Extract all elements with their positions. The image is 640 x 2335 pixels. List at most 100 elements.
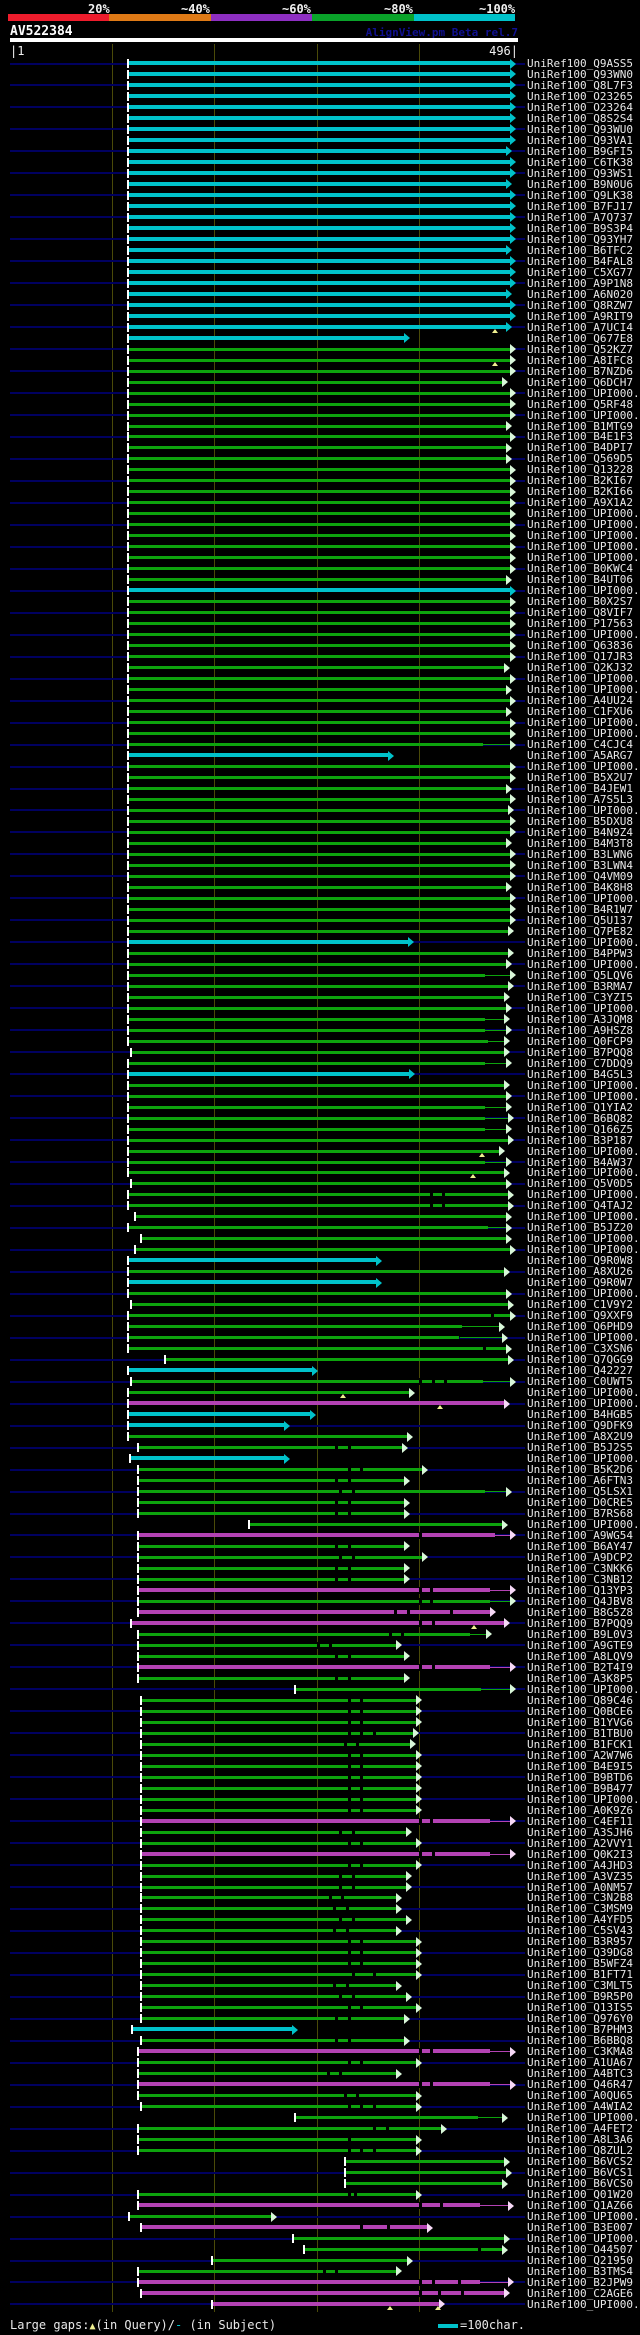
alignment-row[interactable]: UniRef100_A4UU24 bbox=[0, 695, 640, 706]
subject-label[interactable]: UniRef100_Q21950 bbox=[527, 2254, 633, 2267]
alignment-row[interactable]: UniRef100_Q9R0W8 bbox=[0, 1255, 640, 1266]
alignment-row[interactable]: UniRef100_C4CJC4 bbox=[0, 739, 640, 750]
subject-label[interactable]: UniRef100_C6TK38 bbox=[527, 155, 633, 169]
alignment-row[interactable]: UniRef100_Q9R0W7 bbox=[0, 1277, 640, 1288]
subject-label[interactable]: UniRef100_Q9LK38 bbox=[527, 188, 633, 202]
alignment-row[interactable]: UniRef100_A9WG54 bbox=[0, 1530, 640, 1541]
alignment-row[interactable]: UniRef100_B7PHM3 bbox=[0, 2024, 640, 2035]
alignment-row[interactable]: UniRef100_C1V9Y2 bbox=[0, 1299, 640, 1310]
alignment-row[interactable]: UniRef100_Q5LSX1 bbox=[0, 1486, 640, 1497]
alignment-row[interactable]: UniRef100_UPI000.. bbox=[0, 1003, 640, 1014]
subject-label[interactable]: UniRef100_B6BBQ8 bbox=[527, 2034, 633, 2048]
subject-label[interactable]: UniRef100_Q5V0D5 bbox=[527, 1177, 633, 1191]
subject-label[interactable]: UniRef100_C1FXU6 bbox=[527, 705, 633, 719]
subject-label[interactable]: UniRef100_B4UT06 bbox=[527, 573, 633, 587]
subject-label[interactable]: UniRef100_B6VCS2 bbox=[527, 2155, 633, 2169]
alignment-row[interactable]: UniRef100_B4G5L3 bbox=[0, 1069, 640, 1080]
subject-label[interactable]: UniRef100_UPI000.. bbox=[527, 1089, 640, 1103]
subject-label[interactable]: UniRef100_Q93WS1 bbox=[527, 166, 633, 180]
subject-label[interactable]: UniRef100_A2VVY1 bbox=[527, 1836, 633, 1850]
alignment-row[interactable]: UniRef100_Q4VM09 bbox=[0, 871, 640, 882]
alignment-row[interactable]: UniRef100_C4EF11 bbox=[0, 1816, 640, 1827]
alignment-row[interactable]: UniRef100_B6VCS2 bbox=[0, 2156, 640, 2167]
alignment-row[interactable]: UniRef100_A9X1A2 bbox=[0, 497, 640, 508]
subject-label[interactable]: UniRef100_B9N0U6 bbox=[527, 177, 633, 191]
subject-label[interactable]: UniRef100_Q93WU0 bbox=[527, 122, 633, 136]
subject-label[interactable]: UniRef100_A9DCP2 bbox=[527, 1550, 633, 1564]
subject-label[interactable]: UniRef100_C3N2B8 bbox=[527, 1891, 633, 1905]
alignment-row[interactable]: UniRef100_UPI000.. bbox=[0, 1244, 640, 1255]
subject-label[interactable]: UniRef100_Q13IS5 bbox=[527, 2001, 633, 2015]
alignment-row[interactable]: UniRef100_C3XSN6 bbox=[0, 1343, 640, 1354]
subject-label[interactable]: UniRef100_Q4TAJ2 bbox=[527, 1199, 633, 1213]
subject-label[interactable]: UniRef100_A6FTN3 bbox=[527, 1474, 633, 1488]
alignment-row[interactable]: UniRef100_A8L3A6 bbox=[0, 2134, 640, 2145]
subject-label[interactable]: UniRef100_O23264 bbox=[527, 100, 633, 114]
alignment-row[interactable]: UniRef100_B9N0U6 bbox=[0, 179, 640, 190]
alignment-row[interactable]: UniRef100_B7PQQ9 bbox=[0, 1618, 640, 1629]
subject-label[interactable]: UniRef100_A4UU24 bbox=[527, 694, 633, 708]
alignment-row[interactable]: UniRef100_Q8RZW7 bbox=[0, 300, 640, 311]
alignment-row[interactable]: UniRef100_UPI000.. bbox=[0, 717, 640, 728]
subject-label[interactable]: UniRef100_C3NB12 bbox=[527, 1572, 633, 1586]
alignment-row[interactable]: UniRef100_A3VZ35 bbox=[0, 1871, 640, 1882]
alignment-row[interactable]: UniRef100_B2KI67 bbox=[0, 475, 640, 486]
alignment-row[interactable]: UniRef100_B3LWN6 bbox=[0, 849, 640, 860]
alignment-row[interactable]: UniRef100_A6N020 bbox=[0, 289, 640, 300]
alignment-row[interactable]: UniRef100_Q6DCH7 bbox=[0, 377, 640, 388]
subject-label[interactable]: UniRef100_Q93VA1 bbox=[527, 133, 633, 147]
alignment-row[interactable]: UniRef100_Q9DFK9 bbox=[0, 1420, 640, 1431]
alignment-row[interactable]: UniRef100_O44507 bbox=[0, 2244, 640, 2255]
subject-label[interactable]: UniRef100_B9GFI5 bbox=[527, 144, 633, 158]
subject-label[interactable]: UniRef100_Q2KJ32 bbox=[527, 661, 633, 675]
alignment-row[interactable]: UniRef100_B2KI66 bbox=[0, 486, 640, 497]
alignment-row[interactable]: UniRef100_B8G5Z8 bbox=[0, 1607, 640, 1618]
subject-label[interactable]: UniRef100_B5JZ20 bbox=[527, 1221, 633, 1235]
subject-label[interactable]: UniRef100_B3P187 bbox=[527, 1133, 633, 1147]
subject-label[interactable]: UniRef100_A0NM57 bbox=[527, 1880, 633, 1894]
alignment-row[interactable]: UniRef100_B1TBU0 bbox=[0, 1728, 640, 1739]
alignment-row[interactable]: UniRef100_B3P187 bbox=[0, 1135, 640, 1146]
subject-label[interactable]: UniRef100_B6VCS1 bbox=[527, 2166, 633, 2180]
alignment-row[interactable]: UniRef100_A9GTE9 bbox=[0, 1640, 640, 1651]
subject-label[interactable]: UniRef100_UPI000.. bbox=[527, 551, 640, 565]
alignment-row[interactable]: UniRef100_Q976Y0 bbox=[0, 2013, 640, 2024]
subject-label[interactable]: UniRef100_Q52KZ7 bbox=[527, 342, 633, 356]
alignment-row[interactable]: UniRef100_UPI000.. bbox=[0, 1387, 640, 1399]
alignment-row[interactable]: UniRef100_UPI000.. bbox=[0, 2299, 640, 2310]
subject-label[interactable]: UniRef100_A2W7W6 bbox=[527, 1748, 633, 1762]
subject-label[interactable]: UniRef100_A4BTC3 bbox=[527, 2067, 633, 2081]
alignment-row[interactable]: UniRef100_Q5V0D5 bbox=[0, 1178, 640, 1189]
alignment-row[interactable]: UniRef100_B3R957 bbox=[0, 1936, 640, 1947]
alignment-row[interactable]: UniRef100_Q93YH7 bbox=[0, 234, 640, 245]
subject-label[interactable]: UniRef100_Q4VM09 bbox=[527, 869, 633, 883]
subject-label[interactable]: UniRef100_UPI000.. bbox=[527, 1144, 640, 1158]
subject-label[interactable]: UniRef100_C3XSN6 bbox=[527, 1342, 633, 1356]
alignment-row[interactable]: UniRef100_A0QU65 bbox=[0, 2090, 640, 2101]
subject-label[interactable]: UniRef100_Q01W20 bbox=[527, 2188, 633, 2202]
subject-label[interactable]: UniRef100_Q17JR3 bbox=[527, 650, 633, 664]
subject-label[interactable]: UniRef100_P17563 bbox=[527, 617, 633, 631]
subject-label[interactable]: UniRef100_B6AY47 bbox=[527, 1539, 633, 1553]
subject-label[interactable]: UniRef100_C3YZI5 bbox=[527, 990, 633, 1004]
subject-label[interactable]: UniRef100_B1MTG9 bbox=[527, 419, 633, 433]
alignment-row[interactable]: UniRef100_A2VVY1 bbox=[0, 1838, 640, 1849]
alignment-row[interactable]: UniRef100_B6TFC2 bbox=[0, 245, 640, 256]
alignment-row[interactable]: UniRef100_UPI000.. bbox=[0, 1080, 640, 1091]
subject-label[interactable]: UniRef100_C3KMA8 bbox=[527, 2045, 633, 2059]
alignment-row[interactable]: UniRef100_O23265 bbox=[0, 91, 640, 102]
subject-label[interactable]: UniRef100_Q9ASS5 bbox=[527, 57, 633, 70]
alignment-row[interactable]: UniRef100_A3JQM8 bbox=[0, 1014, 640, 1025]
subject-label[interactable]: UniRef100_C5XG77 bbox=[527, 265, 633, 279]
alignment-row[interactable]: UniRef100_B1FCK1 bbox=[0, 1739, 640, 1750]
alignment-row[interactable]: UniRef100_A9DCP2 bbox=[0, 1552, 640, 1563]
alignment-row[interactable]: UniRef100_B1MTG9 bbox=[0, 421, 640, 432]
alignment-row[interactable]: UniRef100_Q0K2I3 bbox=[0, 1849, 640, 1860]
subject-label[interactable]: UniRef100_B4JEW1 bbox=[527, 782, 633, 795]
alignment-row[interactable]: UniRef100_UPI000.. bbox=[0, 585, 640, 596]
subject-label[interactable]: UniRef100_Q8ZUL2 bbox=[527, 2144, 633, 2158]
subject-label[interactable]: UniRef100_A4FET2 bbox=[527, 2122, 633, 2136]
alignment-row[interactable]: UniRef100_UPI000.. bbox=[0, 552, 640, 563]
subject-label[interactable]: UniRef100_B1TBU0 bbox=[527, 1726, 633, 1740]
subject-label[interactable]: UniRef100_Q677E8 bbox=[527, 331, 633, 345]
